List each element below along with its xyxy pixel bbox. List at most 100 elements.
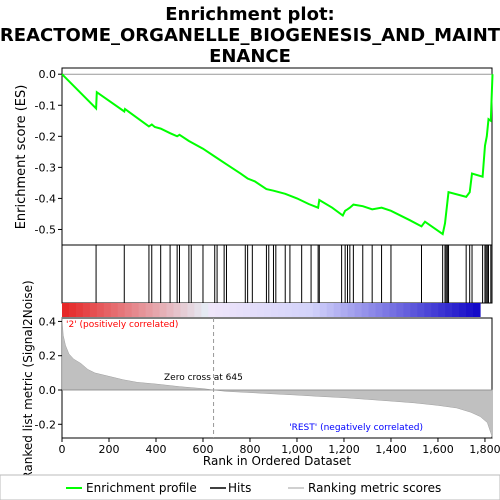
es-profile-line <box>61 73 494 236</box>
legend-ranking-label: Ranking metric scores <box>308 481 441 495</box>
color-bar-segment <box>75 303 84 317</box>
es-y-tick-label: -0.3 <box>35 161 56 174</box>
color-bar-segment <box>382 303 391 317</box>
metric-panel-frame <box>61 317 493 439</box>
color-bar-segment <box>194 303 202 317</box>
x-tick-label: 1,200 <box>328 443 360 456</box>
hits-panel <box>95 245 492 303</box>
chart-title-line2: REACTOME_ORGANELLE_BIOGENESIS_AND_MAINT <box>0 25 500 46</box>
x-tick-label: 1,000 <box>281 443 313 456</box>
color-bar-segment <box>291 303 300 317</box>
color-bar-segment <box>375 303 384 317</box>
color-bar-segment <box>271 303 279 317</box>
color-bar-segment <box>424 303 432 317</box>
hits-panel-frame <box>61 244 493 304</box>
color-bar-segment <box>305 303 314 317</box>
x-tick-label: 200 <box>98 443 119 456</box>
color-bar-segment <box>62 303 70 317</box>
color-bar-segment <box>243 303 251 317</box>
legend-hits-label: Hits <box>228 481 251 495</box>
color-bar-segment <box>368 303 377 317</box>
ranking-color-bar <box>62 303 481 317</box>
metric-y-tick-label: 0.0 <box>39 384 57 397</box>
color-bar-segment <box>277 303 286 317</box>
color-bar-segment <box>452 303 460 317</box>
metric-y-tick-label: 0.4 <box>39 315 57 328</box>
color-bar-segment <box>257 303 265 317</box>
color-bar-segment <box>89 303 98 317</box>
color-bar-segment <box>229 303 237 317</box>
negative-correlation-label: 'REST' (negatively correlated) <box>289 423 423 433</box>
x-tick-label: 600 <box>192 443 213 456</box>
color-bar-segment <box>187 303 195 317</box>
color-bar-segment <box>354 303 363 317</box>
color-bar-segment <box>131 303 140 317</box>
color-bar-segment <box>222 303 230 317</box>
color-bar-segment <box>396 303 404 317</box>
es-y-axis-label: Enrichment score (ES) <box>14 85 29 230</box>
color-bar-segment <box>466 303 474 317</box>
color-bar-segment <box>124 303 133 317</box>
color-bar-segment <box>215 303 223 317</box>
es-panel-frame <box>61 67 493 246</box>
ranking-metric-area <box>61 317 493 439</box>
color-bar-segment <box>319 303 328 317</box>
color-bar-segment <box>298 303 307 317</box>
color-bar-segment <box>284 303 293 317</box>
color-bar-segment <box>473 303 481 317</box>
es-panel: 0.0 -0.1 -0.2 -0.3 -0.4 -0.5 <box>35 68 494 236</box>
color-bar-segment <box>110 303 119 317</box>
legend: Enrichment profile Hits Ranking metric s… <box>0 474 500 500</box>
color-bar-segment <box>145 303 154 317</box>
x-tick-label: 1,400 <box>375 443 407 456</box>
color-bar-segment <box>361 303 370 317</box>
color-bar-segment <box>201 303 209 317</box>
es-y-tick-label: -0.4 <box>35 192 56 205</box>
color-bar-segment <box>431 303 439 317</box>
x-tick-label: 800 <box>239 443 260 456</box>
positive-correlation-label: '2' (positively correlated) <box>66 320 178 330</box>
metric-y-axis-label: Ranked list metric (Signal2Noise) <box>21 280 35 479</box>
es-y-tick-label: -0.2 <box>35 130 56 143</box>
es-y-tick-label: -0.1 <box>35 99 56 112</box>
color-bar-segment <box>236 303 244 317</box>
x-tick-label: 0 <box>59 443 66 456</box>
color-bar-segment <box>173 303 182 317</box>
color-bar-segment <box>445 303 453 317</box>
color-bar-segment <box>340 303 349 317</box>
color-bar-segment <box>138 303 147 317</box>
es-y-tick-label: -0.5 <box>35 223 56 236</box>
color-bar-segment <box>82 303 91 317</box>
chart-title-line3: ENANCE <box>209 46 291 67</box>
color-bar-segment <box>208 303 216 317</box>
color-bar-segment <box>96 303 105 317</box>
chart-title-line1: Enrichment plot: <box>165 4 335 25</box>
x-tick-label: 400 <box>145 443 166 456</box>
metric-y-tick-label: 0.2 <box>39 350 57 363</box>
color-bar-segment <box>250 303 258 317</box>
color-bar-segment <box>410 303 418 317</box>
x-axis-label: Rank in Ordered Dataset <box>203 454 351 468</box>
metric-y-tick-label: -0.2 <box>35 418 56 431</box>
color-bar-segment <box>166 303 175 317</box>
color-bar-segment <box>326 303 335 317</box>
color-bar-segment <box>264 303 272 317</box>
color-bar-segment <box>403 303 411 317</box>
color-bar-segment <box>417 303 425 317</box>
zero-cross-label: Zero cross at 645 <box>164 373 243 383</box>
x-tick-label: 1,600 <box>422 443 454 456</box>
color-bar-segment <box>103 303 112 317</box>
color-bar-segment <box>152 303 161 317</box>
color-bar-segment <box>117 303 126 317</box>
color-bar-segment <box>438 303 446 317</box>
color-bar-segment <box>347 303 356 317</box>
color-bar-segment <box>333 303 342 317</box>
color-bar-segment <box>68 303 77 317</box>
color-bar-segment <box>159 303 168 317</box>
x-tick-label: 1,800 <box>469 443 500 456</box>
color-bar-segment <box>312 303 321 317</box>
color-bar-segment <box>459 303 467 317</box>
metric-panel: 0.4 0.2 0.0 -0.20 200 400 600 800 1,000 1,200 1,40… <box>35 315 500 456</box>
color-bar-segment <box>180 303 188 317</box>
